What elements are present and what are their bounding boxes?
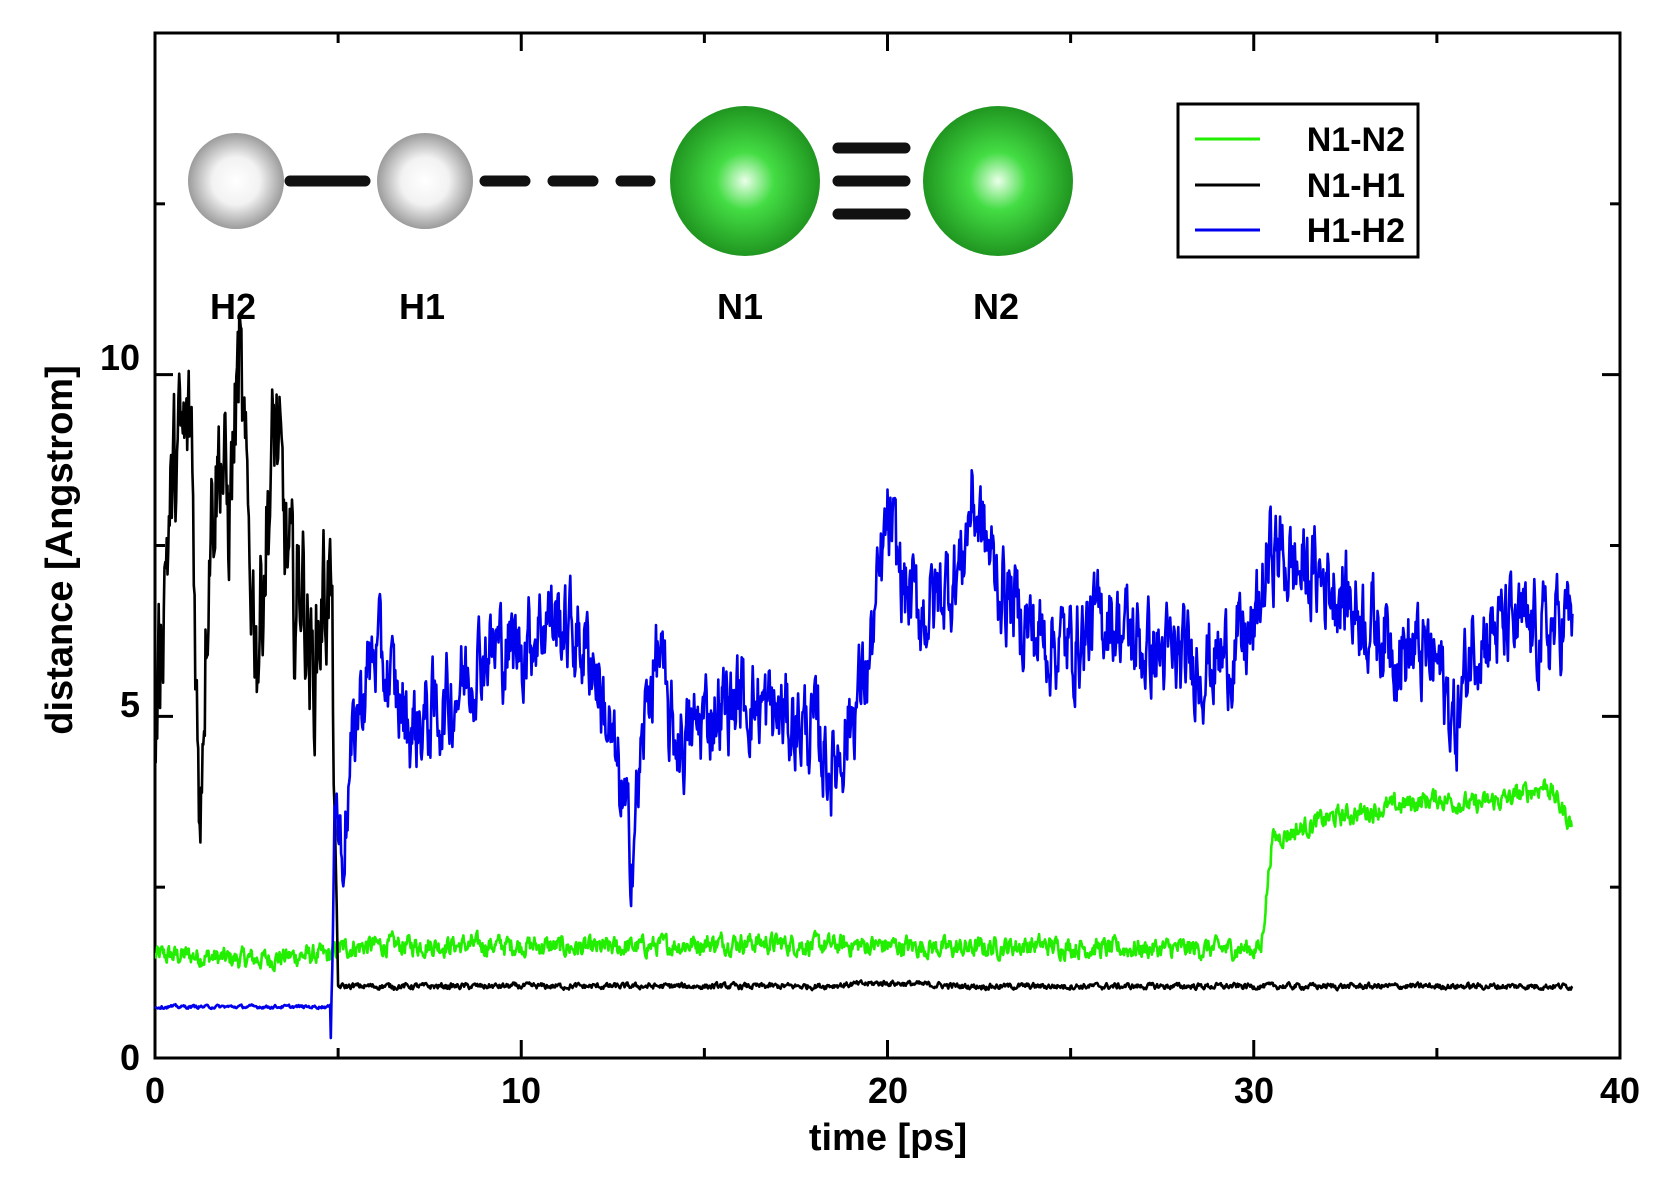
series-layer (155, 317, 1574, 1040)
axis-ticks (153, 33, 1622, 1060)
legend: N1-N2 N1-H1 H1-H2 (1176, 102, 1420, 259)
y-tick-label: 5 (120, 684, 140, 725)
legend-label-n1-h1: N1-H1 (1307, 167, 1405, 205)
x-axis-title: time [ps] (809, 1117, 967, 1159)
atom-h2 (188, 133, 284, 229)
series-line-n1-h1 (155, 317, 1574, 992)
legend-label-h1-h2: H1-H2 (1307, 212, 1405, 250)
y-tick-label: 0 (120, 1037, 140, 1078)
legend-label-n1-n2: N1-N2 (1307, 121, 1405, 159)
y-axis-title: distance [Angstrom] (39, 365, 81, 734)
x-tick-label: 0 (145, 1070, 165, 1111)
atom-n1 (670, 106, 820, 256)
atom-label-n1: N1 (717, 286, 763, 327)
atom-label-h2: H2 (210, 286, 256, 327)
atom-n2 (923, 106, 1073, 256)
x-tick-label: 20 (868, 1070, 908, 1111)
atom-label-n2: N2 (973, 286, 1019, 327)
molecule-diagram: H2 H1 N1 N2 (188, 106, 1073, 327)
x-tick-label: 30 (1234, 1070, 1274, 1111)
x-tick-label: 40 (1600, 1070, 1640, 1111)
atom-h1 (377, 133, 473, 229)
x-tick-label: 10 (501, 1070, 541, 1111)
y-tick-labels: 0 5 10 (100, 337, 140, 1078)
y-tick-label: 10 (100, 337, 140, 378)
atom-label-h1: H1 (399, 286, 445, 327)
x-tick-labels: 0 10 20 30 40 (145, 1070, 1640, 1111)
series-line-n1-n2 (155, 778, 1573, 973)
series-line-h1-h2 (155, 468, 1574, 1040)
